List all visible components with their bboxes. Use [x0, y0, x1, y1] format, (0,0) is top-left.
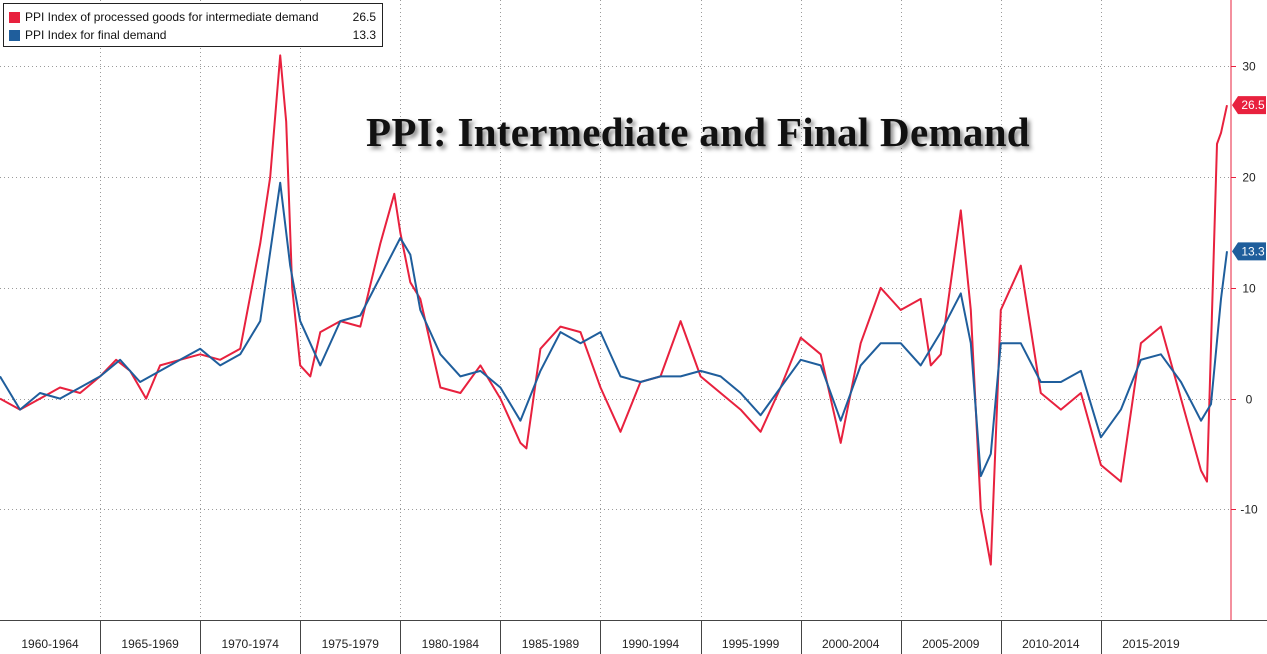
last-value-badge-1	[1232, 242, 1266, 261]
x-tick-label-3: 1975-1979	[322, 637, 380, 651]
series-line-1	[0, 181, 1228, 478]
y-axis: -10 0 10 20 30	[1231, 60, 1258, 517]
legend-label-intermediate: PPI Index of processed goods for interme…	[25, 10, 319, 24]
chart-legend: PPI Index of processed goods for interme…	[3, 3, 383, 47]
x-tick-label-6: 1990-1994	[622, 637, 680, 651]
y-tick-label-2: 10	[1242, 282, 1256, 296]
series-lines	[0, 54, 1228, 566]
x-tick-label-9: 2005-2009	[922, 637, 980, 651]
chart-title: PPI: Intermediate and Final Demand	[366, 109, 1030, 155]
x-tick-label-10: 2010-2014	[1022, 637, 1080, 651]
x-tick-label-1: 1965-1969	[121, 637, 179, 651]
legend-value-final: 13.3	[352, 28, 376, 42]
last-value-badges: 26.5 13.3	[1232, 96, 1266, 261]
legend-entry-final-demand: PPI Index for final demand 13.3	[9, 27, 376, 43]
y-tick-label-1: 0	[1246, 393, 1253, 407]
last-value-label-1: 13.3	[1241, 244, 1265, 258]
y-tick-label-3: 20	[1242, 171, 1256, 185]
x-tick-label-11: 2015-2019	[1122, 637, 1180, 651]
last-value-badge-0	[1232, 96, 1266, 115]
legend-swatch-final	[9, 29, 20, 41]
legend-entry-intermediate-demand: PPI Index of processed goods for interme…	[9, 9, 376, 25]
x-tick-label-2: 1970-1974	[222, 637, 280, 651]
x-tick-label-5: 1985-1989	[522, 637, 580, 651]
legend-value-intermediate: 26.5	[352, 10, 376, 24]
y-tick-label-4: 30	[1242, 60, 1256, 74]
x-tick-label-4: 1980-1984	[422, 637, 480, 651]
series-line-0	[0, 54, 1228, 566]
x-tick-label-7: 1995-1999	[722, 637, 780, 651]
last-value-label-0: 26.5	[1241, 98, 1265, 112]
y-tick-label-0: -10	[1240, 503, 1258, 517]
legend-swatch-intermediate	[9, 11, 20, 23]
x-tick-label-0: 1960-1964	[21, 637, 79, 651]
legend-label-final: PPI Index for final demand	[25, 28, 167, 42]
x-tick-label-8: 2000-2004	[822, 637, 880, 651]
grid-lines	[0, 0, 1231, 620]
x-axis: 1960-1964 1965-1969 1970-1974 1975-1979 1980…	[21, 620, 1180, 654]
